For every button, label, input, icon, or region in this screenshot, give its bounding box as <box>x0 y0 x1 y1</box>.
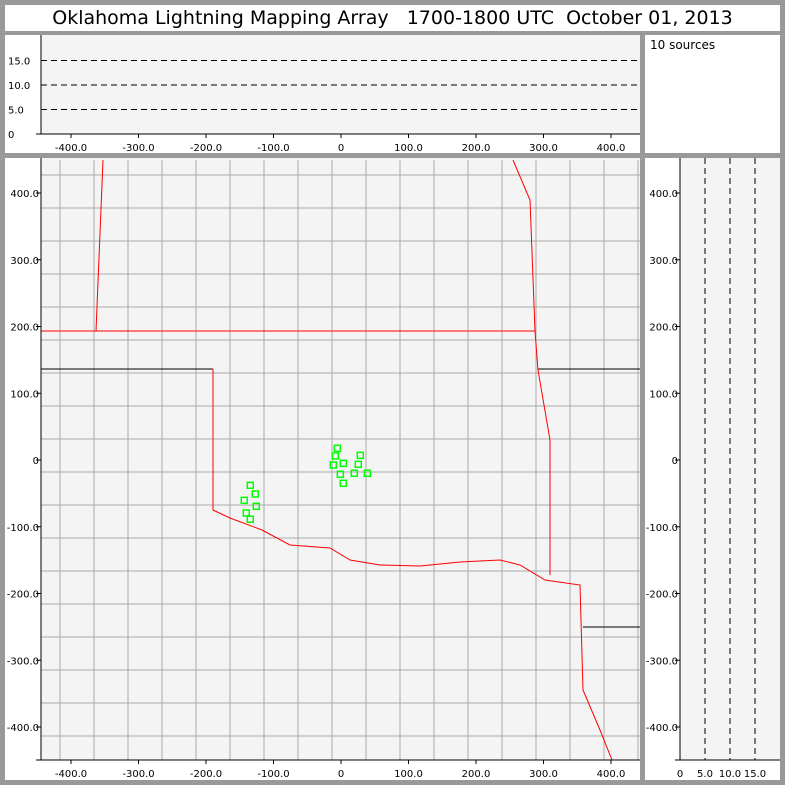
x-tick-label: 15.0 <box>744 769 766 780</box>
state-border-line <box>512 159 551 575</box>
lightning-source-point <box>339 479 348 488</box>
y-tick-label: 15.0 <box>8 57 30 68</box>
lightning-source-point <box>363 469 372 478</box>
y-tick-label: 0 <box>33 456 39 467</box>
lightning-source-point <box>240 496 249 505</box>
y-tick-label: 0 <box>672 456 678 467</box>
lightning-source-point <box>251 490 260 498</box>
y-tick-label: -200.0 <box>646 590 678 601</box>
y-tick-label: 200.0 <box>649 323 678 334</box>
x-tick-label: -100.0 <box>257 769 289 780</box>
source-count: 10 sources <box>650 38 716 52</box>
y-tick-label: 200.0 <box>10 323 39 334</box>
x-tick-label: -400.0 <box>55 769 87 780</box>
x-tick-label: 200.0 <box>462 143 491 154</box>
lightning-source-point <box>339 459 348 468</box>
y-tick-label: 100.0 <box>10 389 39 400</box>
y-tick-label: 400.0 <box>649 189 678 200</box>
y-tick-label: -300.0 <box>646 656 678 667</box>
x-tick-label: -200.0 <box>190 143 222 154</box>
lightning-source-point <box>333 444 342 453</box>
y-tick-label: 300.0 <box>649 256 678 267</box>
lightning-source-point <box>329 461 338 469</box>
x-tick-label: 400.0 <box>597 143 626 154</box>
legend-box: 10 sources <box>645 35 780 153</box>
x-tick-label: 300.0 <box>529 769 558 780</box>
lightning-source-point <box>242 509 251 517</box>
y-tick-label: -100.0 <box>646 523 678 534</box>
lightning-source-point <box>356 451 365 460</box>
x-tick-label: 10.0 <box>719 769 741 780</box>
y-tick-label: 10.0 <box>8 81 30 92</box>
x-tick-label: 300.0 <box>529 143 558 154</box>
y-tick-label: 400.0 <box>10 189 39 200</box>
x-tick-label: -200.0 <box>190 769 222 780</box>
lightning-source-point <box>350 469 359 478</box>
lightning-source-point <box>354 460 363 469</box>
x-tick-label: 400.0 <box>597 769 626 780</box>
x-tick-label: -300.0 <box>122 143 154 154</box>
y-tick-label: -100.0 <box>7 523 39 534</box>
y-tick-label: 100.0 <box>649 389 678 400</box>
y-tick-label: 300.0 <box>10 256 39 267</box>
y-tick-label: 5.0 <box>8 106 24 117</box>
lightning-source-point <box>246 515 255 524</box>
lightning-source-point <box>246 481 255 490</box>
x-tick-label: -100.0 <box>257 143 289 154</box>
chart-title: Oklahoma Lightning Mapping Array 1700-18… <box>5 5 780 31</box>
x-tick-label: 100.0 <box>394 143 423 154</box>
y-tick-label: -400.0 <box>646 723 678 734</box>
plan-plot-area <box>41 158 640 760</box>
lightning-source-point <box>336 470 345 479</box>
y-tick-label: -200.0 <box>7 590 39 601</box>
altitude-plot-area <box>41 35 640 134</box>
y-tick-label: -400.0 <box>7 723 39 734</box>
x-tick-label: 5.0 <box>697 769 713 780</box>
x-tick-label: -400.0 <box>55 143 87 154</box>
y-tick-label: -300.0 <box>7 656 39 667</box>
x-tick-label: 0 <box>338 769 344 780</box>
y-tick-label: 0 <box>8 130 14 141</box>
x-tick-label: 100.0 <box>394 769 423 780</box>
state-border-line <box>95 159 104 332</box>
x-tick-label: 0 <box>677 769 683 780</box>
state-border-line <box>212 369 613 761</box>
x-tick-label: 200.0 <box>462 769 491 780</box>
x-tick-label: -300.0 <box>122 769 154 780</box>
x-tick-label: 0 <box>338 143 344 154</box>
lightning-source-point <box>252 502 261 511</box>
lightning-source-point <box>331 452 340 460</box>
